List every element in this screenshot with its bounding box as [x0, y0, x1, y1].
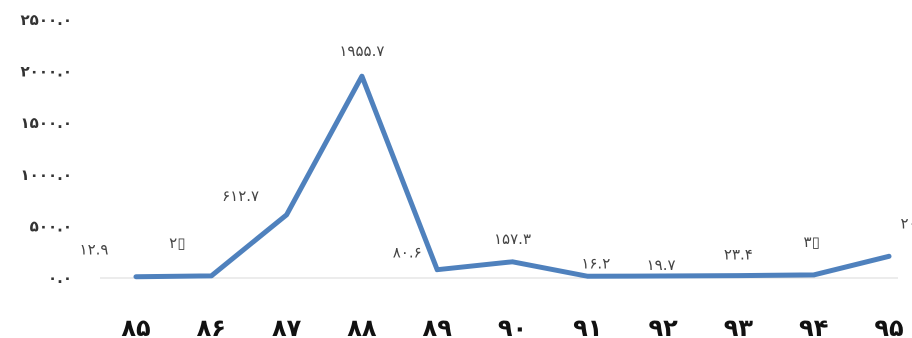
- data-label: ۱۹۵۵.۷: [339, 42, 384, 60]
- x-tick-label: ۹۵: [874, 314, 903, 338]
- y-tick-label: ۰.۰: [48, 269, 72, 287]
- x-tick-label: ۹۱: [573, 314, 602, 338]
- x-tick-label: ۹۴: [799, 314, 828, 338]
- data-label: ۱۵۷.۳: [494, 230, 531, 248]
- x-tick-label: ۸۹: [423, 314, 453, 338]
- data-label: ۱۹.۷: [647, 256, 676, 274]
- y-tick-label: ۱۰۰۰.۰: [21, 166, 72, 184]
- x-tick-label: ۹۳: [724, 314, 754, 338]
- x-tick-label: ۸۷: [272, 314, 302, 338]
- x-tick-label: ۸۸: [347, 314, 377, 338]
- y-tick-label: ۲۵۰۰.۰: [21, 11, 72, 29]
- data-label: ۲۳.۴: [724, 246, 753, 264]
- data-label: ۱۶.۲: [581, 254, 610, 272]
- data-label: ۸۰.۶: [393, 244, 422, 262]
- y-tick-label: ۱۵۰۰.۰: [21, 114, 72, 132]
- y-axis-ticks: ۰.۰ ۵۰۰.۰ ۱۰۰۰.۰ ۱۵۰۰.۰ ۲۰۰۰.۰ ۲۵۰۰.۰: [21, 11, 72, 287]
- x-axis-ticks: ۸۵ ۸۶ ۸۷ ۸۸ ۸۹ ۹۰ ۹۱ ۹۲ ۹۳ ۹۴ ۹۵: [121, 314, 903, 338]
- series-line: [133, 73, 892, 280]
- data-label: ۱۲.۹: [80, 241, 109, 259]
- x-tick-label: ۸۶: [197, 314, 226, 338]
- data-label: ۲۰۹.۸: [901, 214, 912, 232]
- data-label: ۳▯: [804, 233, 820, 251]
- data-label: ۶۱۲.۷: [222, 187, 259, 205]
- x-tick-label: ۸۵: [121, 314, 150, 338]
- x-tick-label: ۹۲: [648, 314, 678, 338]
- data-labels: ۱۲.۹ ۲▯ ۶۱۲.۷ ۱۹۵۵.۷ ۸۰.۶ ۱۵۷.۳ ۱۶.۲ ۱۹.۷ ۲۳.۴ ۳▯…: [80, 42, 912, 274]
- y-tick-label: ۵۰۰.۰: [30, 217, 72, 235]
- x-tick-label: ۹۰: [498, 314, 527, 338]
- y-tick-label: ۲۰۰۰.۰: [21, 63, 72, 81]
- data-label: ۲▯: [169, 234, 185, 252]
